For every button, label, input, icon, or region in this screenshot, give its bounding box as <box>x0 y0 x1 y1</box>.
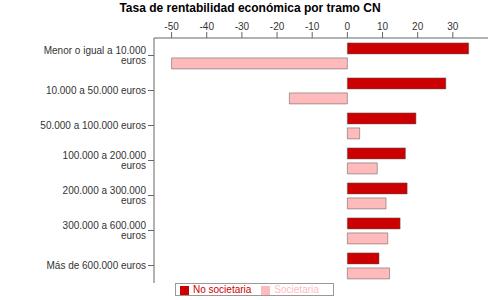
svg-text:50.000 a 100.000 euros: 50.000 a 100.000 euros <box>40 120 146 131</box>
html-text:Tasa de rentabilidad económica: Tasa de rentabilidad económica por tramo… <box>119 1 381 15</box>
svg-text:30: 30 <box>447 21 459 32</box>
svg-text:-30: -30 <box>235 21 250 32</box>
svg-text:200.000 a 300.000euros: 200.000 a 300.000euros <box>63 185 147 206</box>
svg-text:300.000 a 600.000euros: 300.000 a 600.000euros <box>63 220 147 241</box>
svg-text:100.000 a 200.000euros: 100.000 a 200.000euros <box>63 150 147 171</box>
svg-text:-50: -50 <box>164 21 179 32</box>
svg-text:10.000 a 50.000 euros: 10.000 a 50.000 euros <box>46 85 146 96</box>
svg-text:Menor o igual a 10.000euros: Menor o igual a 10.000euros <box>44 45 147 66</box>
svg-text:Más de 600.000 euros: Más de 600.000 euros <box>46 260 146 271</box>
svg-text:-40: -40 <box>200 21 215 32</box>
html-text:Societaria: Societaria <box>274 284 319 295</box>
svg-text:-20: -20 <box>270 21 285 32</box>
svg-text:10: 10 <box>377 21 389 32</box>
html-text:No societaria: No societaria <box>193 284 252 295</box>
svg-text:-10: -10 <box>305 21 320 32</box>
svg-text:20: 20 <box>412 21 424 32</box>
svg-text:0: 0 <box>345 21 351 32</box>
